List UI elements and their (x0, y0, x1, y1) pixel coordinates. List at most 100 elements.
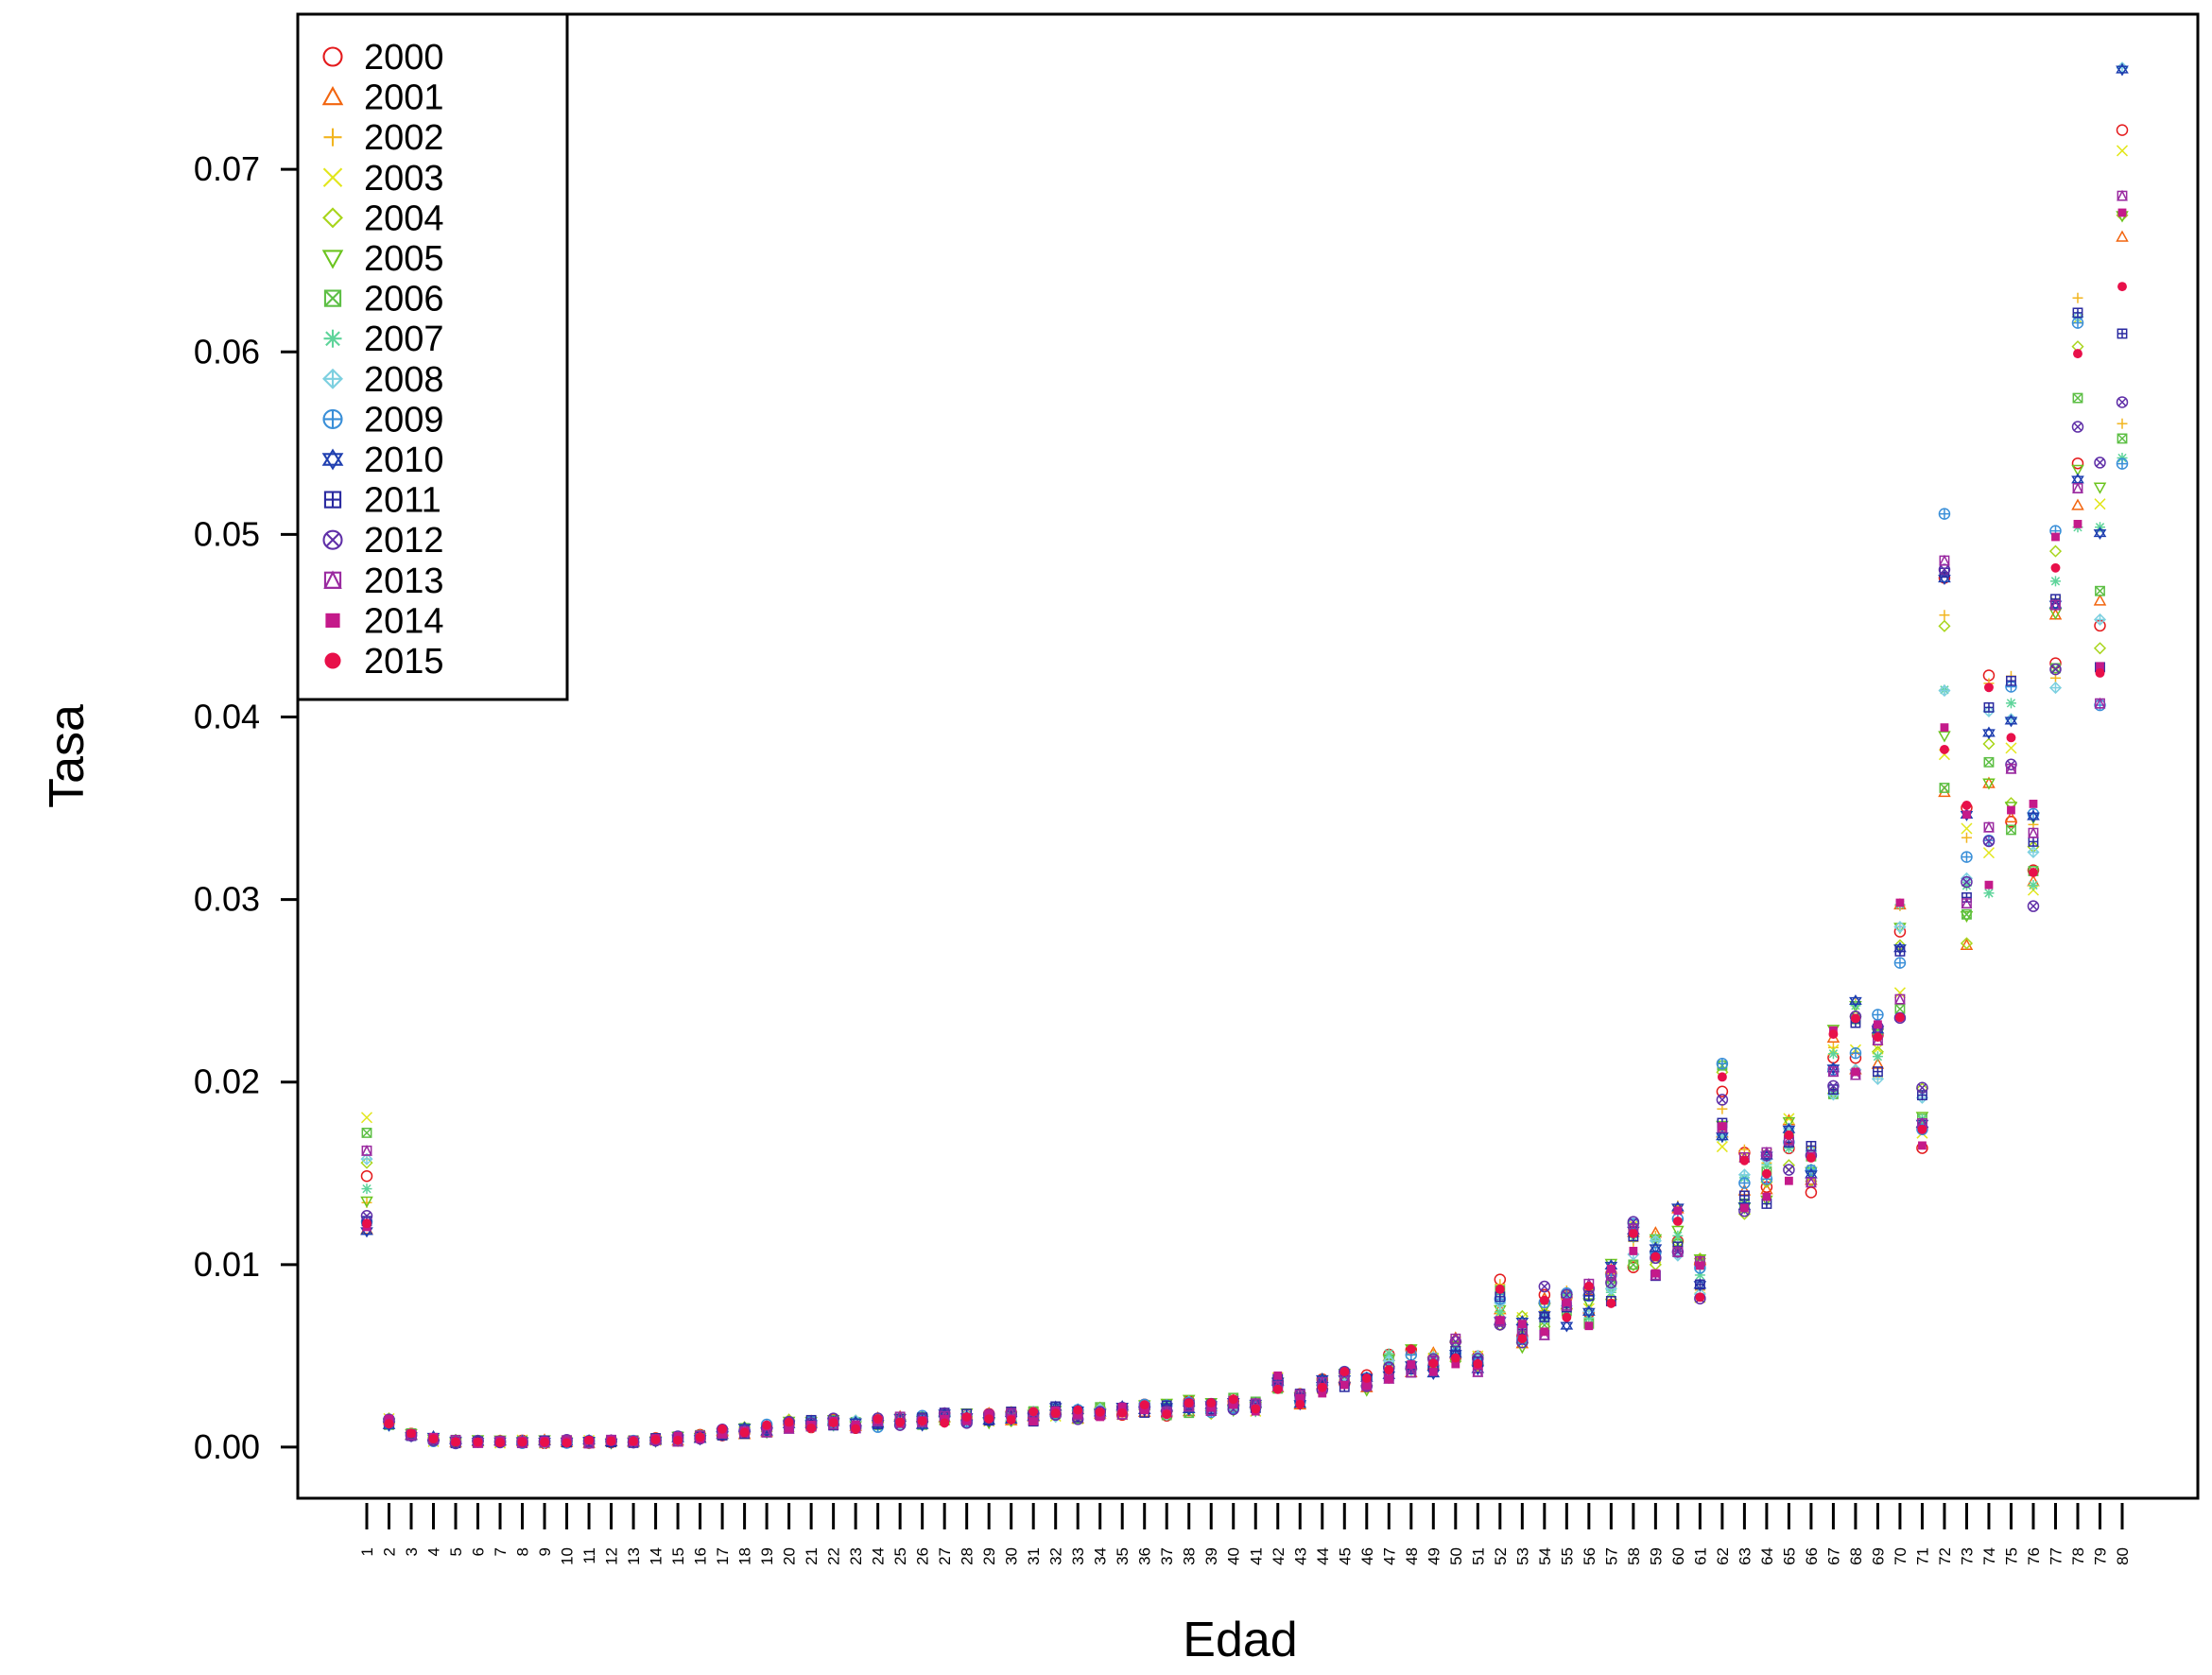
legend-marker-2005 (321, 250, 344, 269)
point-2015 (1495, 1284, 1505, 1294)
x-tick-label: 5 (447, 1547, 465, 1556)
x-tick-label: 46 (1358, 1547, 1376, 1565)
point-2013 (2028, 826, 2039, 838)
x-tick-label: 16 (692, 1547, 710, 1565)
point-2009 (1872, 1009, 1884, 1021)
point-2007 (1872, 1051, 1883, 1062)
point-2007 (1827, 1048, 1839, 1060)
legend-label: 2014 (364, 601, 444, 641)
legend-label: 2005 (364, 239, 444, 279)
point-2014 (1629, 1247, 1638, 1255)
point-2000 (1716, 1085, 1729, 1098)
point-2004 (1737, 1207, 1751, 1220)
point-2014 (1785, 1176, 1793, 1185)
point-2005 (1982, 778, 1996, 790)
x-tick-label: 44 (1314, 1547, 1332, 1565)
point-2015 (495, 1438, 505, 1448)
point-2012 (1961, 875, 1973, 889)
point-2010 (2004, 714, 2018, 728)
point-2014 (2029, 800, 2038, 808)
legend-label: 2010 (364, 440, 444, 480)
x-tick-label: 55 (1558, 1547, 1576, 1565)
x-tick-label: 59 (1647, 1547, 1665, 1565)
point-2003 (1716, 1141, 1728, 1153)
point-2015 (1384, 1365, 1394, 1375)
y-tick-label: 0.04 (194, 697, 260, 735)
point-2015 (1672, 1217, 1683, 1226)
point-2015 (784, 1417, 794, 1427)
point-2015 (1828, 1029, 1839, 1039)
point-2013 (1961, 897, 1973, 909)
legend-label: 2011 (364, 481, 441, 521)
legend-marker-2010 (321, 448, 344, 471)
point-2014 (1362, 1381, 1372, 1390)
point-2015 (428, 1434, 439, 1444)
point-2010 (2093, 527, 2107, 541)
point-2015 (806, 1423, 817, 1433)
point-2003 (1893, 987, 1906, 999)
point-2015 (1473, 1358, 1483, 1369)
point-2009 (1893, 957, 1907, 969)
point-2015 (406, 1428, 416, 1439)
point-2014 (1028, 1417, 1038, 1426)
point-2014 (2117, 208, 2127, 217)
x-tick-label: 27 (936, 1547, 954, 1565)
x-tick-label: 25 (891, 1547, 909, 1565)
data-points (360, 61, 2129, 1450)
point-2000 (2116, 124, 2129, 136)
legend-marker-2000 (322, 46, 343, 67)
point-2013 (2094, 697, 2106, 709)
point-2009 (2071, 317, 2084, 329)
point-2015 (1317, 1382, 1327, 1392)
point-2015 (917, 1416, 927, 1426)
point-2002 (1939, 610, 1950, 621)
point-2013 (1939, 554, 1950, 566)
x-tick-label: 76 (2025, 1547, 2043, 1565)
x-tick-label: 24 (870, 1547, 888, 1565)
point-2000 (360, 1169, 373, 1183)
x-tick-label: 65 (1780, 1547, 1798, 1565)
legend-label: 2009 (364, 400, 444, 440)
point-2011 (1583, 1290, 1595, 1302)
point-2006 (2006, 824, 2016, 836)
point-2015 (606, 1436, 616, 1446)
point-2011 (2117, 328, 2128, 339)
point-2005 (2093, 482, 2107, 494)
point-2010 (1649, 1241, 1663, 1255)
x-tick-label: 77 (2047, 1547, 2065, 1565)
x-tick-label: 45 (1336, 1547, 1354, 1565)
point-2003 (2116, 145, 2129, 157)
point-2011 (1917, 1090, 1927, 1101)
x-tick-label: 6 (470, 1547, 488, 1556)
point-2001 (2116, 230, 2129, 242)
x-tick-label: 38 (1181, 1547, 1199, 1565)
point-2015 (2117, 282, 2127, 292)
x-tick-label: 62 (1714, 1547, 1732, 1565)
x-tick-label: 22 (825, 1547, 843, 1565)
point-2015 (2095, 668, 2105, 678)
point-2014 (1562, 1298, 1571, 1307)
point-2015 (673, 1435, 683, 1445)
x-tick-label: 10 (559, 1547, 577, 1565)
point-2011 (2072, 307, 2083, 319)
point-2014 (1495, 1316, 1505, 1325)
x-tick-label: 3 (403, 1547, 421, 1556)
x-tick-label: 43 (1291, 1547, 1309, 1565)
point-2006 (1628, 1259, 1639, 1270)
point-2015 (1450, 1353, 1460, 1363)
point-2015 (1028, 1407, 1039, 1417)
point-2014 (385, 1414, 393, 1424)
point-2012 (1916, 1081, 1928, 1095)
point-2015 (1050, 1408, 1061, 1419)
point-2015 (1784, 1130, 1794, 1140)
point-2013 (1806, 1176, 1817, 1188)
point-2015 (650, 1435, 661, 1445)
point-2010 (1716, 1130, 1729, 1144)
x-tick-label: 36 (1136, 1547, 1154, 1565)
point-2015 (828, 1418, 838, 1428)
legend-marker-2003 (322, 167, 343, 188)
point-2001 (2093, 594, 2107, 606)
point-2011 (1694, 1279, 1705, 1290)
point-2012 (1982, 835, 1996, 848)
point-2007 (361, 1183, 372, 1195)
